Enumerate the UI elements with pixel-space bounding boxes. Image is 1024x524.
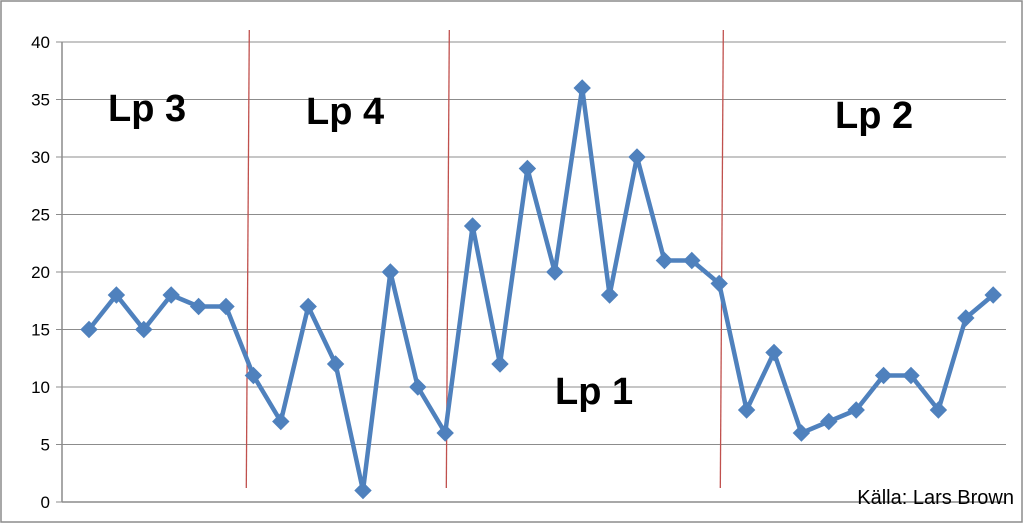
data-point-8 [299, 297, 317, 316]
data-point-11 [381, 263, 400, 281]
data-point-7 [272, 412, 290, 431]
data-point-1 [107, 286, 126, 304]
data-point-10 [354, 481, 372, 500]
period-label-lp4: Lp 4 [306, 91, 384, 133]
period-divider-3 [719, 29, 724, 489]
data-point-26 [792, 424, 811, 442]
y-axis: 0 5 10 15 20 25 30 35 40 [31, 33, 63, 512]
series-line-0 [87, 85, 995, 493]
data-series [80, 79, 1002, 500]
data-point-31 [929, 401, 948, 419]
data-point-16 [518, 159, 537, 178]
y-tick-label-0: 0 [41, 493, 50, 512]
data-point-27 [820, 412, 838, 431]
data-point-4 [189, 297, 208, 316]
data-point-12 [409, 378, 427, 396]
y-tick-label-20: 20 [31, 263, 50, 282]
data-point-32 [957, 309, 975, 327]
period-label-lp2: Lp 2 [835, 95, 913, 137]
data-point-24 [737, 401, 756, 419]
data-point-14 [463, 217, 482, 235]
gridlines [62, 41, 1006, 503]
y-tick-label-30: 30 [31, 148, 50, 167]
data-point-9 [326, 355, 345, 373]
data-point-2 [135, 320, 153, 339]
y-tick-label-35: 35 [31, 91, 50, 110]
y-tick-label-40: 40 [31, 33, 50, 52]
data-point-22 [683, 251, 701, 270]
source-annotation: Källa: Lars Brown [857, 487, 1014, 509]
data-point-17 [546, 263, 564, 281]
data-point-13 [436, 424, 454, 442]
data-point-5 [217, 297, 235, 316]
data-point-29 [874, 366, 893, 385]
y-tick-label-10: 10 [31, 378, 50, 397]
period-label-lp3: Lp 3 [108, 88, 186, 130]
data-point-33 [984, 286, 1002, 304]
data-point-20 [628, 148, 646, 166]
data-point-28 [847, 401, 865, 419]
data-point-0 [80, 320, 98, 339]
y-tick-label-25: 25 [31, 206, 50, 225]
data-point-15 [491, 355, 509, 373]
data-point-3 [162, 286, 180, 304]
period-divider-1 [245, 29, 250, 489]
y-tick-label-15: 15 [31, 321, 50, 340]
data-point-30 [902, 366, 920, 385]
y-tick-label-5: 5 [41, 436, 50, 455]
period-label-lp1: Lp 1 [555, 371, 633, 413]
data-point-19 [600, 286, 619, 304]
data-point-23 [710, 274, 728, 293]
data-point-21 [655, 251, 674, 270]
data-point-18 [573, 79, 591, 97]
data-point-6 [244, 366, 263, 385]
data-point-25 [765, 343, 783, 362]
